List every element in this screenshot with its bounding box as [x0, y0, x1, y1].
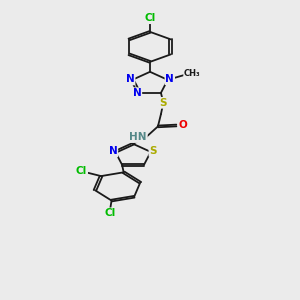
- Text: S: S: [160, 98, 167, 108]
- Text: HN: HN: [129, 132, 147, 142]
- Text: Cl: Cl: [76, 167, 87, 176]
- Text: S: S: [149, 146, 157, 156]
- Text: Cl: Cl: [104, 208, 116, 218]
- Text: O: O: [178, 120, 187, 130]
- Text: N: N: [165, 74, 174, 84]
- Text: N: N: [126, 74, 135, 85]
- Text: N: N: [109, 146, 117, 157]
- Text: N: N: [133, 88, 141, 98]
- Text: CH₃: CH₃: [184, 69, 201, 78]
- Text: Cl: Cl: [144, 13, 156, 23]
